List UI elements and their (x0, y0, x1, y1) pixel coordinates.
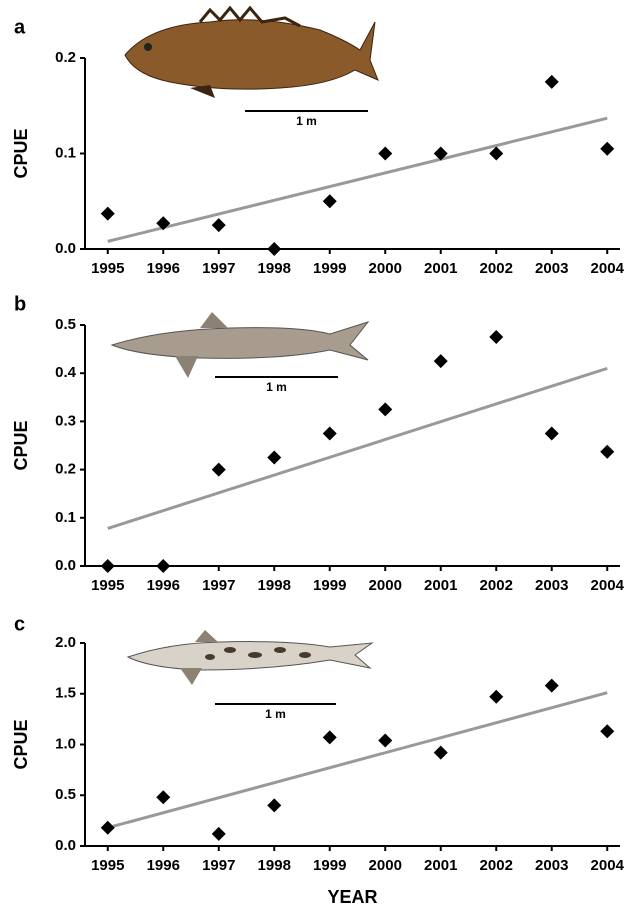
y-axis-label: CPUE (11, 128, 31, 178)
x-tick-label: 1997 (202, 857, 235, 874)
data-point (156, 790, 170, 804)
figure: 0.0 0.1 0.2 1995 1996 1997 1998 1999 2000 2001 200… (0, 0, 637, 915)
data-point (434, 354, 448, 368)
x-tick-label: 1998 (258, 260, 291, 277)
x-tick-label: 2000 (369, 577, 402, 594)
data-point (600, 724, 614, 738)
data-point (267, 242, 281, 256)
data-point (489, 690, 503, 704)
x-tick-label: 1995 (91, 260, 124, 277)
panel-label: c (14, 613, 25, 635)
y-tick-label: 0.2 (55, 49, 76, 66)
data-point (101, 559, 115, 573)
x-tick-label: 2003 (535, 260, 568, 277)
x-tick-label: 1999 (313, 577, 346, 594)
x-tick-label: 1996 (147, 857, 180, 874)
y-tick-label: 0.0 (55, 240, 76, 257)
shark-illustration (112, 312, 368, 378)
x-tick-label: 2001 (424, 577, 457, 594)
data-point (212, 463, 226, 477)
data-point (378, 402, 392, 416)
x-tick-label: 2001 (424, 857, 457, 874)
y-tick-label: 2.0 (55, 634, 76, 651)
x-tick-label: 1995 (91, 857, 124, 874)
x-tick-label: 1998 (258, 857, 291, 874)
scale-label: 1 m (266, 380, 287, 394)
trend-line (108, 693, 607, 828)
y-tick-label: 0.3 (55, 412, 76, 429)
trend-line (108, 368, 607, 528)
y-tick-label: 0.2 (55, 461, 76, 478)
x-tick-label: 1998 (258, 577, 291, 594)
data-point (489, 330, 503, 344)
data-point (545, 679, 559, 693)
data-point (323, 426, 337, 440)
x-tick-label: 1999 (313, 260, 346, 277)
data-point (212, 827, 226, 841)
scale-label: 1 m (296, 114, 317, 128)
x-tick-label: 2000 (369, 260, 402, 277)
x-tick-label: 2002 (480, 577, 513, 594)
data-point (212, 218, 226, 232)
trend-line (108, 118, 607, 241)
y-axis-label: CPUE (11, 420, 31, 470)
leopard-shark-illustration (128, 630, 372, 685)
data-point (323, 730, 337, 744)
scale-label: 1 m (265, 707, 286, 721)
panel-label: b (14, 293, 26, 315)
y-tick-label: 1.0 (55, 735, 76, 752)
y-tick-label: 1.5 (55, 685, 76, 702)
x-tick-label: 2004 (591, 857, 625, 874)
data-point (156, 559, 170, 573)
data-point (101, 207, 115, 221)
data-point (545, 426, 559, 440)
y-tick-label: 0.5 (55, 786, 76, 803)
data-point (545, 75, 559, 89)
x-tick-label: 1997 (202, 260, 235, 277)
data-point (434, 746, 448, 760)
x-tick-label: 1996 (147, 577, 180, 594)
x-tick-label: 1997 (202, 577, 235, 594)
x-tick-label: 2003 (535, 857, 568, 874)
data-point (323, 194, 337, 208)
data-point (489, 147, 503, 161)
data-point (600, 142, 614, 156)
x-tick-label: 1999 (313, 857, 346, 874)
x-tick-label: 2004 (591, 260, 625, 277)
x-tick-label: 2002 (480, 857, 513, 874)
x-axis-label: YEAR (327, 887, 377, 907)
panel-label: a (14, 16, 26, 38)
x-tick-label: 2000 (369, 857, 402, 874)
data-point (378, 147, 392, 161)
y-tick-label: 0.0 (55, 557, 76, 574)
y-tick-label: 0.1 (55, 144, 76, 161)
x-tick-label: 2002 (480, 260, 513, 277)
y-tick-label: 0.4 (55, 364, 77, 381)
x-tick-label: 2004 (591, 577, 625, 594)
x-tick-label: 2001 (424, 260, 457, 277)
x-tick-label: 1996 (147, 260, 180, 277)
data-point (378, 733, 392, 747)
x-tick-label: 1995 (91, 577, 124, 594)
data-point (600, 445, 614, 459)
x-tick-label: 2003 (535, 577, 568, 594)
y-tick-label: 0.1 (55, 509, 76, 526)
data-point (267, 451, 281, 465)
data-point (101, 821, 115, 835)
y-tick-label: 0.5 (55, 316, 76, 333)
y-tick-label: 0.0 (55, 837, 76, 854)
y-axis-label: CPUE (11, 719, 31, 769)
data-point (267, 798, 281, 812)
grouper-illustration (125, 8, 378, 98)
